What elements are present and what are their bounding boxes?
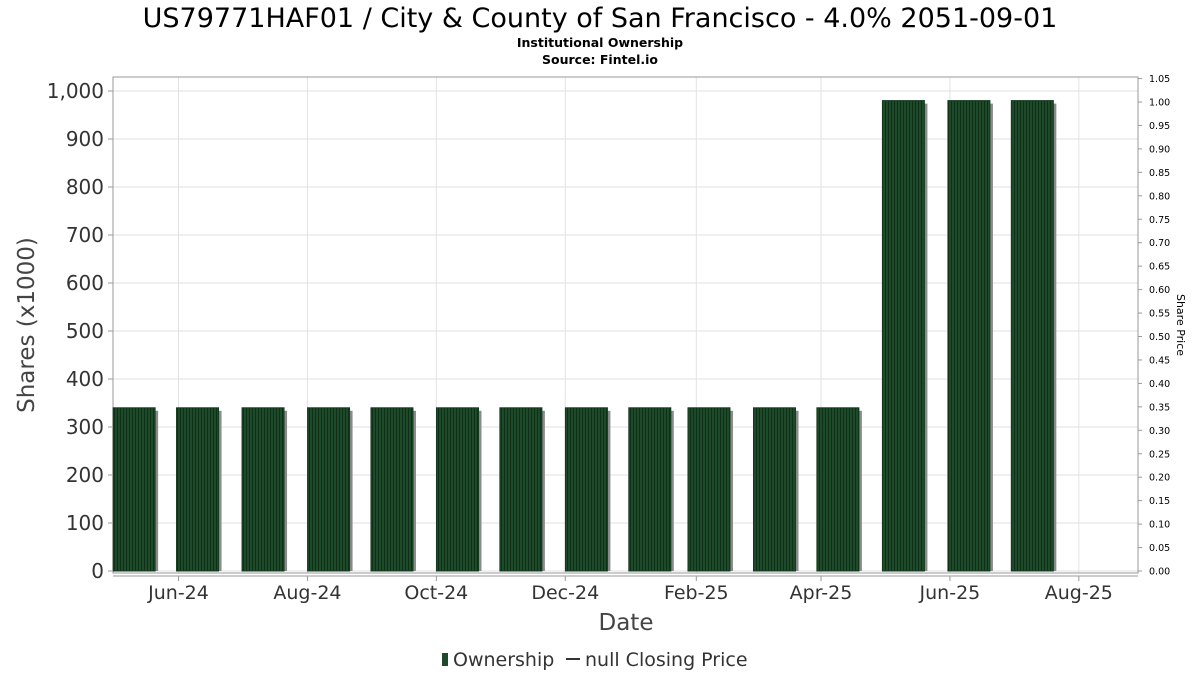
y2-tick-label: 0.85 bbox=[1149, 168, 1170, 179]
legend-ownership-swatch bbox=[442, 653, 448, 666]
y-axis-label: Shares (x1000) bbox=[14, 237, 40, 413]
ownership-bar bbox=[752, 407, 796, 572]
ownership-bar bbox=[241, 407, 285, 572]
ownership-bar bbox=[687, 407, 731, 572]
ownership-bar bbox=[307, 407, 351, 572]
y-tick-label: 200 bbox=[66, 463, 104, 487]
ownership-bar bbox=[947, 100, 991, 572]
y-tick-label: 600 bbox=[66, 271, 104, 295]
y-tick-label: 500 bbox=[66, 319, 104, 343]
x-tick-label: Feb-25 bbox=[664, 582, 729, 604]
y2-tick-label: 0.10 bbox=[1149, 520, 1170, 531]
y-tick-label: 1,000 bbox=[47, 79, 104, 103]
y-tick-label: 0 bbox=[91, 559, 104, 583]
ownership-bar bbox=[176, 407, 220, 572]
y-axis-ticks: 0 100 200 300 400 500 600 700 800 900 1,000 bbox=[47, 79, 113, 583]
y2-tick-label: 0.95 bbox=[1149, 121, 1170, 132]
y2-tick-label: 0.55 bbox=[1149, 309, 1170, 320]
legend-price-label: null Closing Price bbox=[585, 649, 748, 671]
y2-axis-ticks: 0.00 0.05 0.10 0.15 0.20 0.25 0.30 0.35 0.40 0.45… bbox=[1138, 74, 1170, 578]
y2-tick-label: 0.40 bbox=[1149, 379, 1170, 390]
ownership-bar bbox=[816, 407, 860, 572]
ownership-bar bbox=[370, 407, 414, 572]
y2-tick-label: 0.30 bbox=[1149, 426, 1170, 437]
chart-subtitle: Institutional Ownership bbox=[517, 35, 683, 50]
legend-ownership-label: Ownership bbox=[453, 649, 554, 671]
y2-tick-label: 0.05 bbox=[1149, 543, 1170, 554]
y2-tick-label: 0.75 bbox=[1149, 215, 1170, 226]
x-tick-label: Apr-25 bbox=[790, 582, 853, 604]
x-tick-label: Jun-25 bbox=[919, 582, 981, 604]
y2-tick-label: 0.65 bbox=[1149, 262, 1170, 273]
plot-area bbox=[112, 76, 1139, 574]
x-tick-label: Aug-25 bbox=[1045, 582, 1113, 604]
x-axis-label: Date bbox=[599, 610, 654, 636]
x-axis-ticks: Jun-24 Aug-24 Oct-24 Dec-24 Feb-25 Apr-25 Jun-… bbox=[147, 576, 1113, 604]
y-tick-label: 700 bbox=[66, 223, 104, 247]
ownership-bar bbox=[1010, 100, 1054, 572]
chart-source: Source: Fintel.io bbox=[542, 52, 658, 67]
y-tick-label: 100 bbox=[66, 511, 104, 535]
x-tick-label: Oct-24 bbox=[404, 582, 468, 604]
y2-tick-label: 0.25 bbox=[1149, 449, 1170, 460]
x-tick-label: Jun-24 bbox=[147, 582, 209, 604]
y-tick-label: 900 bbox=[66, 127, 104, 151]
bar-series bbox=[112, 100, 1057, 572]
x-tick-label: Dec-24 bbox=[531, 582, 599, 604]
y2-tick-label: 0.80 bbox=[1149, 191, 1170, 202]
y2-tick-label: 1.00 bbox=[1149, 98, 1170, 109]
y2-tick-label: 0.50 bbox=[1149, 332, 1170, 343]
ownership-bar bbox=[881, 100, 925, 572]
ownership-bar bbox=[564, 407, 608, 572]
y2-tick-label: 0.60 bbox=[1149, 285, 1170, 296]
ownership-bar bbox=[499, 407, 543, 572]
y-tick-label: 400 bbox=[66, 367, 104, 391]
y2-tick-label: 0.35 bbox=[1149, 402, 1170, 413]
y2-axis-label: Share Price bbox=[1174, 294, 1187, 356]
y-tick-label: 300 bbox=[66, 415, 104, 439]
ownership-bar bbox=[628, 407, 672, 572]
chart-title: US79771HAF01 / City & County of San Fran… bbox=[143, 3, 1058, 34]
y2-tick-label: 0.70 bbox=[1149, 238, 1170, 249]
ownership-bar bbox=[112, 407, 156, 572]
y2-tick-label: 0.90 bbox=[1149, 144, 1170, 155]
legend: Ownership null Closing Price bbox=[442, 649, 748, 671]
y2-tick-label: 0.15 bbox=[1149, 496, 1170, 507]
y-tick-label: 800 bbox=[66, 175, 104, 199]
y2-tick-label: 0.00 bbox=[1149, 567, 1170, 578]
y2-tick-label: 0.20 bbox=[1149, 473, 1170, 484]
ownership-bar bbox=[435, 407, 479, 572]
y2-tick-label: 1.05 bbox=[1149, 74, 1170, 85]
y2-tick-label: 0.45 bbox=[1149, 355, 1170, 366]
x-tick-label: Aug-24 bbox=[273, 582, 341, 604]
